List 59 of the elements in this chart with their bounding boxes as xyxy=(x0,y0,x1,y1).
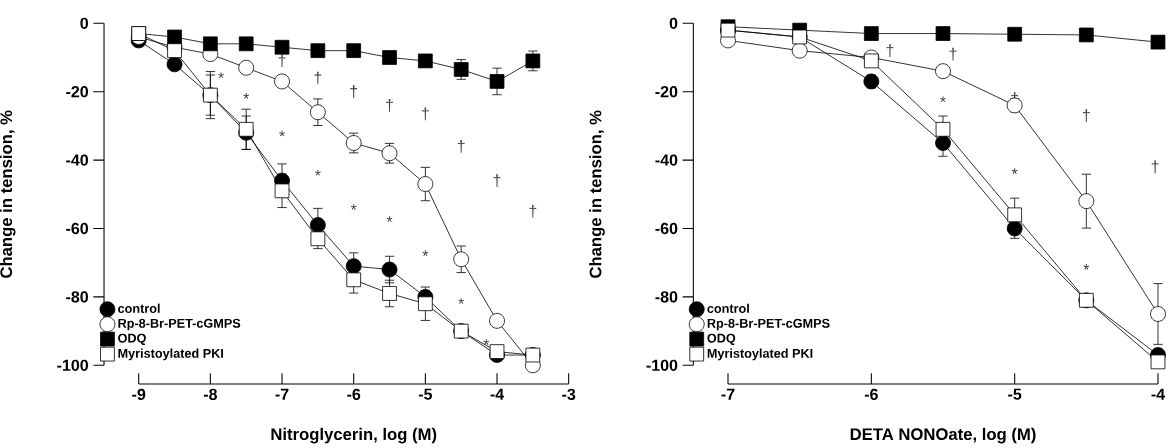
x-axis-title: DETA NONOate, log (M) xyxy=(850,427,1036,444)
annotation: † xyxy=(350,85,358,99)
y-tick-label: -80 xyxy=(66,291,88,303)
legend-label: ODQ xyxy=(118,333,146,345)
x-tick-label: -4 xyxy=(490,388,505,400)
annotation: † xyxy=(1151,160,1159,174)
y-tick-label: -40 xyxy=(655,154,678,166)
y-tick-label: -40 xyxy=(66,154,88,166)
y-tick-label: -100 xyxy=(646,359,678,371)
annotation: * xyxy=(1083,264,1090,270)
x-tick-label: -5 xyxy=(1008,388,1022,400)
legend-label: Myristoylated PKI xyxy=(707,348,813,361)
y-axis-title: Change in tension, % xyxy=(589,110,605,278)
annotation: * xyxy=(1011,168,1018,174)
x-tick-label: -6 xyxy=(347,388,361,400)
x-tick-label: -3 xyxy=(562,388,576,401)
annotation: * xyxy=(386,216,393,222)
annotation: * xyxy=(458,298,465,304)
legend-label: Rp-8-Br-PET-cGMPS xyxy=(118,318,241,331)
annotation: † xyxy=(886,44,894,57)
annotation: * xyxy=(243,93,250,99)
y-tick-label: -60 xyxy=(655,222,678,235)
x-tick-label: -7 xyxy=(721,388,735,400)
annotation: † xyxy=(314,71,322,85)
x-tick-label: -7 xyxy=(275,388,289,400)
annotation: * xyxy=(350,204,357,210)
annotation: † xyxy=(949,47,957,61)
annotation: † xyxy=(457,140,465,153)
y-tick-label: -20 xyxy=(655,86,678,98)
annotation: * xyxy=(940,96,946,103)
annotation: † xyxy=(529,205,537,218)
y-tick-label: -60 xyxy=(66,222,88,235)
annotation: * xyxy=(218,72,224,79)
annotation: † xyxy=(493,174,501,187)
y-tick-label: 0 xyxy=(80,17,88,29)
annotation: † xyxy=(1082,109,1090,122)
x-tick-label: -4 xyxy=(1151,388,1166,400)
y-axis-title: Change in tension, % xyxy=(0,110,16,278)
legend-label: control xyxy=(707,303,749,313)
annotation: * xyxy=(483,339,490,345)
annotation: * xyxy=(315,169,321,176)
annotation: † xyxy=(278,54,286,68)
x-tick-label: -5 xyxy=(418,388,433,400)
annotation: † xyxy=(422,107,429,121)
x-tick-label: -9 xyxy=(132,388,146,400)
legend-label: control xyxy=(118,303,160,313)
legend-label: Myristoylated PKI xyxy=(118,348,223,361)
x-tick-label: -8 xyxy=(203,388,217,400)
y-tick-label: -20 xyxy=(66,86,88,98)
x-axis-title: Nitroglycerin, log (M) xyxy=(271,427,437,444)
annotation: * xyxy=(279,130,285,137)
y-tick-label: -80 xyxy=(655,291,678,303)
legend-label: ODQ xyxy=(707,333,736,345)
y-tick-label: -100 xyxy=(57,359,88,371)
x-tick-label: -6 xyxy=(864,388,878,400)
annotation: † xyxy=(386,99,393,112)
annotation: * xyxy=(422,250,429,256)
legend-label: Rp-8-Br-PET-cGMPS xyxy=(707,318,830,331)
y-tick-label: 0 xyxy=(669,17,678,29)
